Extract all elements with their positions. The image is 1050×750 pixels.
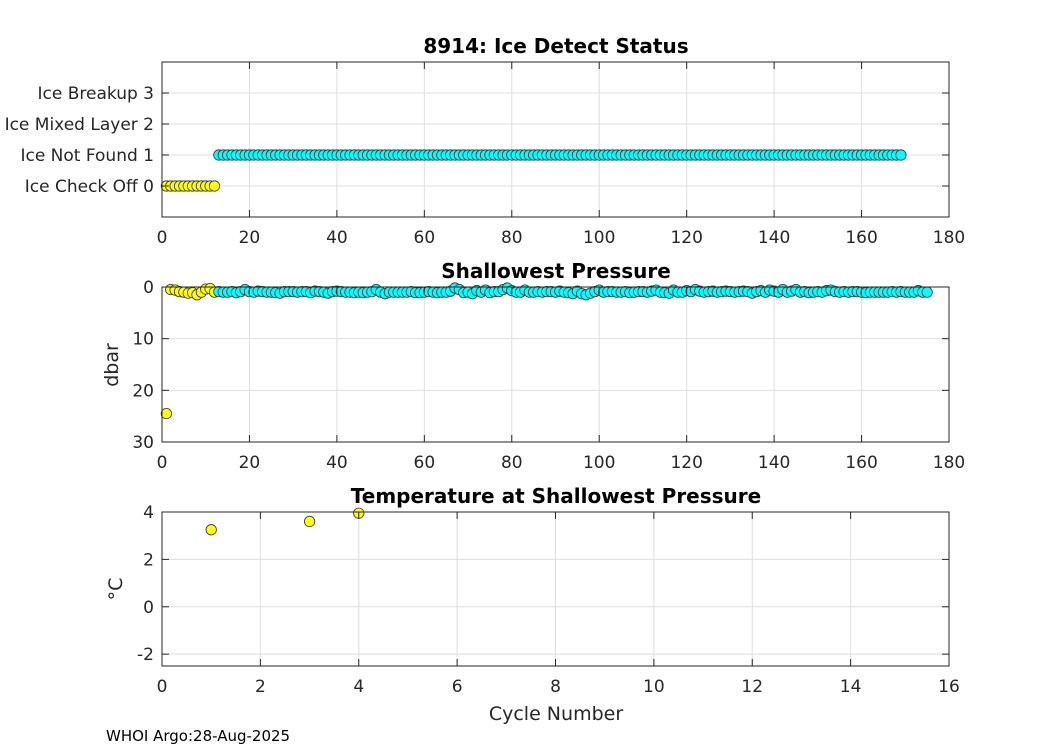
x-tick-label: 4: [353, 677, 364, 697]
x-tick-label: 100: [583, 453, 615, 473]
pressure-grid: [162, 287, 949, 442]
temperature-y-axis-label: °C: [105, 578, 127, 601]
pressure-panel: Shallowest Pressure 0 20 40 60 80 100 120 140 16…: [101, 259, 965, 473]
data-point: [209, 181, 219, 191]
ice-status-y-ticks: Ice Check Off 0 Ice Not Found 1 Ice Mixed …: [5, 84, 949, 197]
x-tick-label: 14: [840, 677, 862, 697]
x-tick-label: 0: [157, 453, 168, 473]
x-tick-label: 0: [157, 228, 168, 248]
x-tick-label: 180: [933, 453, 965, 473]
x-tick-label: 60: [414, 228, 436, 248]
y-tick-label: Ice Not Found 1: [20, 146, 154, 166]
ice-status-axes-frame: [162, 62, 949, 217]
x-tick-label: 16: [938, 677, 960, 697]
temperature-x-axis-label: Cycle Number: [489, 703, 623, 725]
temperature-panel: Temperature at Shallowest Pressure 0 2 4 6 8…: [105, 484, 960, 725]
x-tick-label: 60: [414, 453, 436, 473]
figure-canvas: 8914: Ice Detect Status 0 20 40 60 80 100 120 1…: [0, 0, 1050, 750]
x-tick-label: 140: [758, 228, 790, 248]
x-tick-label: 100: [583, 228, 615, 248]
temperature-grid: [162, 512, 949, 666]
y-tick-label: Ice Breakup 3: [38, 84, 155, 104]
temperature-y-ticks: -2 0 2 4: [137, 503, 949, 665]
x-tick-label: 12: [741, 677, 763, 697]
x-tick-label: 160: [845, 453, 877, 473]
ice-status-title: 8914: Ice Detect Status: [423, 34, 688, 58]
x-tick-label: 0: [157, 677, 168, 697]
data-point: [161, 408, 171, 418]
x-tick-label: 20: [239, 453, 261, 473]
x-tick-label: 140: [758, 453, 790, 473]
y-tick-label: -2: [137, 645, 154, 665]
footer-credit: WHOI Argo:28-Aug-2025: [106, 727, 290, 745]
pressure-points: [161, 283, 932, 419]
pressure-y-axis-label: dbar: [101, 343, 123, 387]
x-tick-label: 80: [501, 228, 523, 248]
pressure-x-ticks: 0 20 40 60 80 100 120 140 160 180: [157, 287, 966, 473]
y-tick-label: 4: [143, 503, 154, 523]
y-tick-label: 10: [132, 330, 154, 350]
pressure-title: Shallowest Pressure: [441, 259, 671, 283]
x-tick-label: 6: [452, 677, 463, 697]
y-tick-label: Ice Mixed Layer 2: [5, 115, 154, 135]
temperature-x-ticks: 0 2 4 6 8 10 12 14 16: [157, 512, 960, 697]
x-tick-label: 40: [326, 453, 348, 473]
ice-status-panel: 8914: Ice Detect Status 0 20 40 60 80 100 120 1…: [5, 34, 966, 248]
x-tick-label: 120: [670, 453, 702, 473]
data-point: [896, 150, 906, 160]
x-tick-label: 80: [501, 453, 523, 473]
pressure-axes-frame: [162, 287, 949, 442]
x-tick-label: 160: [845, 228, 877, 248]
data-point: [206, 525, 216, 535]
x-tick-label: 180: [933, 228, 965, 248]
pressure-y-ticks: 0 10 20 30: [132, 278, 949, 453]
y-tick-label: 0: [143, 598, 154, 618]
y-tick-label: 2: [143, 550, 154, 570]
temperature-title: Temperature at Shallowest Pressure: [351, 484, 761, 508]
x-tick-label: 10: [643, 677, 665, 697]
y-tick-label: 0: [143, 278, 154, 298]
x-tick-label: 2: [255, 677, 266, 697]
data-point: [304, 516, 314, 526]
y-tick-label: Ice Check Off 0: [25, 177, 154, 197]
data-point: [922, 287, 932, 297]
x-tick-label: 120: [670, 228, 702, 248]
x-tick-label: 40: [326, 228, 348, 248]
y-tick-label: 30: [132, 433, 154, 453]
ice-status-grid: [162, 62, 949, 217]
x-tick-label: 8: [550, 677, 561, 697]
y-tick-label: 20: [132, 381, 154, 401]
ice-status-points: [161, 150, 906, 191]
x-tick-label: 20: [239, 228, 261, 248]
